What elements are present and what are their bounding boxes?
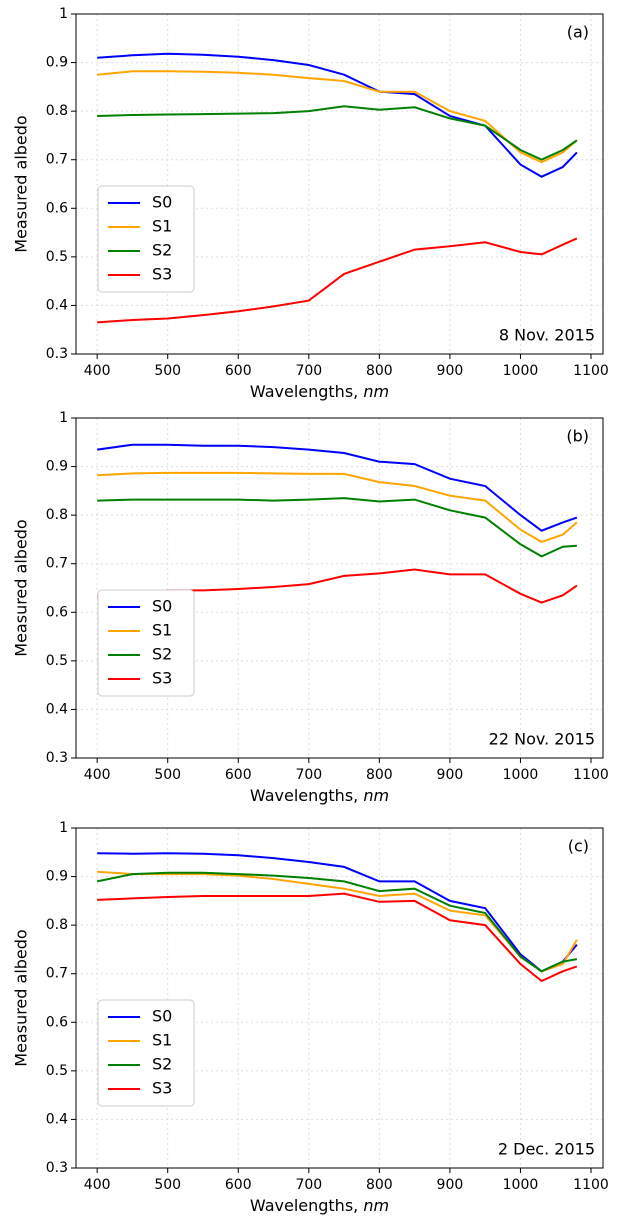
y-tick-label: 0.8 <box>46 507 68 523</box>
annotation: 8 Nov. 2015 <box>499 326 595 345</box>
data-line <box>97 497 577 558</box>
y-axis-label: Measured albedo <box>12 929 31 1066</box>
data-line <box>97 471 578 543</box>
data-line <box>97 237 578 324</box>
x-tick-label: 500 <box>154 1177 181 1193</box>
x-tick-label: 800 <box>366 1177 393 1193</box>
data-line <box>97 70 578 164</box>
y-tick-label: 1 <box>59 820 68 836</box>
x-tick-label: 1100 <box>573 767 609 783</box>
panel: 400 500 600 700 800 900 1000 1100 0.3 0.4 0.5 0.6 0.… <box>12 410 609 805</box>
x-tick-label: 400 <box>84 767 111 783</box>
y-tick-label: 1 <box>59 410 68 426</box>
x-tick-label: 400 <box>84 363 111 379</box>
x-axis-label-unit: nm <box>363 382 389 401</box>
x-tick-label: 400 <box>84 1177 111 1193</box>
panel: 400 500 600 700 800 900 1000 1100 0.3 0.4 0.5 0.6 0.… <box>12 820 609 1215</box>
y-tick-label: 0.3 <box>46 750 68 766</box>
x-tick-label: 1000 <box>503 767 539 783</box>
x-tick-label: 500 <box>154 363 181 379</box>
x-tick-label: 1100 <box>573 1177 609 1193</box>
y-axis-label: Measured albedo <box>12 519 31 656</box>
legend-label: S1 <box>152 217 172 236</box>
y-tick-label: 0.9 <box>46 55 68 71</box>
y-axis-label: Measured albedo <box>12 115 31 252</box>
x-tick-label: 700 <box>295 767 322 783</box>
plot-frame <box>75 827 604 1169</box>
x-tick-label: 600 <box>225 767 252 783</box>
data-line <box>97 852 578 973</box>
x-axis-label: Wavelengths, nm <box>250 1196 389 1215</box>
x-axis-label-unit: nm <box>363 1196 389 1215</box>
data-line <box>97 52 578 178</box>
panel: 400 500 600 700 800 900 1000 1100 0.3 0.4 0.5 0.6 0.… <box>12 6 609 401</box>
x-tick-label: 900 <box>437 363 464 379</box>
legend-box <box>97 999 195 1107</box>
x-tick-label: 900 <box>437 767 464 783</box>
y-tick-label: 0.8 <box>46 917 68 933</box>
plot-frame <box>75 13 604 355</box>
legend-label: S0 <box>152 193 172 212</box>
data-line <box>96 871 578 973</box>
y-tick-label: 0.3 <box>46 346 68 362</box>
y-tick-label: 0.8 <box>46 103 68 119</box>
y-tick-label: 0.7 <box>46 152 68 168</box>
y-tick-label: 0.5 <box>46 1063 68 1079</box>
x-axis-label: Wavelengths, nm <box>250 382 389 401</box>
y-tick-label: 0.9 <box>46 869 68 885</box>
annotation: 22 Nov. 2015 <box>489 730 595 749</box>
legend-label: S2 <box>152 241 172 260</box>
x-tick-label: 500 <box>154 767 181 783</box>
data-line <box>97 892 578 983</box>
legend-box <box>97 185 195 293</box>
y-tick-label: 0.5 <box>46 653 68 669</box>
x-tick-label: 1000 <box>503 1177 539 1193</box>
legend-label: S3 <box>152 669 172 688</box>
x-tick-label: 1000 <box>503 363 539 379</box>
x-axis-label-text: Wavelengths, <box>250 1196 358 1215</box>
plot-frame <box>75 417 604 759</box>
annotation: 2 Dec. 2015 <box>498 1140 595 1159</box>
legend-label: S1 <box>152 621 172 640</box>
x-tick-label: 700 <box>295 1177 322 1193</box>
legend-label: S3 <box>152 1079 172 1098</box>
y-tick-label: 0.6 <box>46 200 68 216</box>
x-axis-label: Wavelengths, nm <box>250 786 389 805</box>
legend-label: S2 <box>152 1055 172 1074</box>
y-tick-label: 0.7 <box>46 966 68 982</box>
legend-label: S3 <box>152 265 172 284</box>
y-tick-label: 0.6 <box>46 604 68 620</box>
data-line <box>97 870 578 973</box>
x-tick-label: 600 <box>225 1177 252 1193</box>
panel-label: (c) <box>568 837 589 856</box>
x-axis-label-text: Wavelengths, <box>250 786 358 805</box>
x-tick-label: 900 <box>437 1177 464 1193</box>
legend-label: S0 <box>152 597 172 616</box>
panel-label: (b) <box>566 427 589 446</box>
y-tick-label: 0.7 <box>46 556 68 572</box>
y-tick-label: 0.3 <box>46 1160 68 1176</box>
x-tick-label: 700 <box>295 363 322 379</box>
x-tick-label: 800 <box>366 363 393 379</box>
y-tick-label: 0.4 <box>46 701 68 717</box>
data-line <box>97 443 578 532</box>
panel-label: (a) <box>567 23 589 42</box>
legend-label: S1 <box>152 1031 172 1050</box>
x-tick-label: 600 <box>225 363 252 379</box>
x-tick-label: 800 <box>366 767 393 783</box>
x-axis-label-text: Wavelengths, <box>250 382 358 401</box>
legend-label: S0 <box>152 1007 172 1026</box>
y-tick-label: 0.5 <box>46 249 68 265</box>
data-line <box>97 105 578 161</box>
y-tick-label: 0.4 <box>46 297 68 313</box>
x-tick-label: 1100 <box>573 363 609 379</box>
legend-label: S2 <box>152 645 172 664</box>
y-tick-label: 0.4 <box>46 1111 68 1127</box>
y-tick-label: 0.9 <box>46 459 68 475</box>
y-tick-label: 0.6 <box>46 1014 68 1030</box>
y-tick-label: 1 <box>59 6 68 22</box>
x-axis-label-unit: nm <box>363 786 389 805</box>
legend-box <box>97 589 195 697</box>
